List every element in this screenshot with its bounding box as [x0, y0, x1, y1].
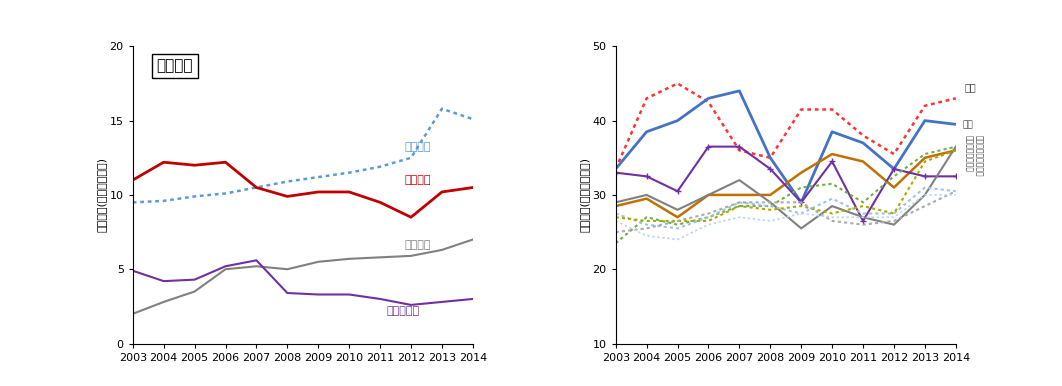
Y-axis label: 농가소득(단위：백만원): 농가소득(단위：백만원): [580, 157, 589, 232]
Text: 기경경충전충전경: 기경경충전충전경: [964, 135, 973, 173]
Text: 농외소득: 농외소득: [405, 142, 431, 152]
Text: 이전소득: 이전소득: [405, 240, 431, 251]
Text: 제주: 제주: [962, 120, 974, 130]
Text: 비경상소득: 비경상소득: [387, 306, 419, 316]
Text: 농업소득: 농업소득: [405, 175, 431, 185]
Y-axis label: 농가소득(단위：백만원): 농가소득(단위：백만원): [97, 157, 107, 232]
Text: 남북원남남북북기남: 남북원남남북북기남: [975, 135, 983, 177]
Text: 전국평균: 전국평균: [156, 58, 193, 73]
Text: 제주: 제주: [964, 82, 976, 92]
